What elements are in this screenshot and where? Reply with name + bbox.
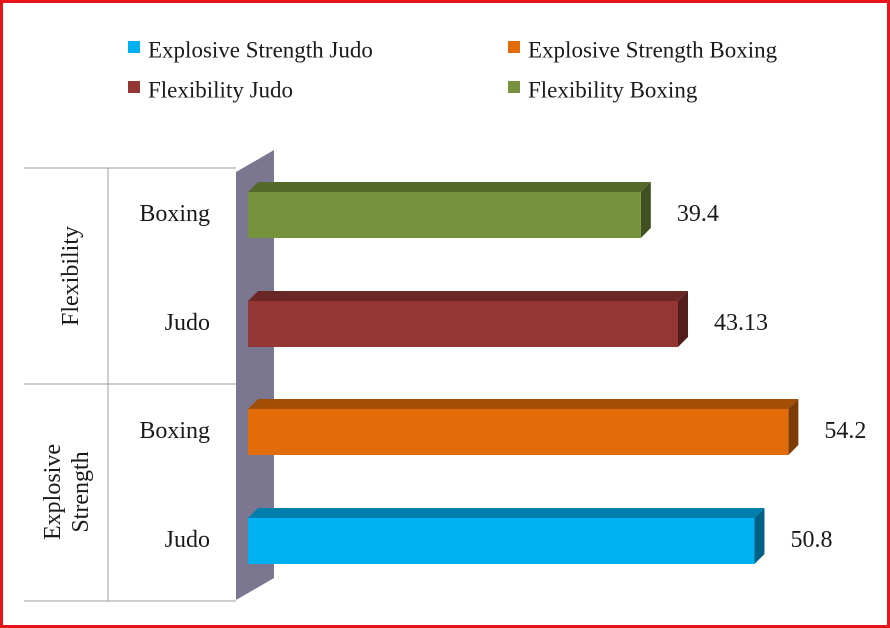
data-label: 43.13 [714, 310, 768, 336]
legend-label: Explosive Strength Judo [148, 37, 373, 62]
category-label: Judo [165, 310, 210, 336]
category-label: Boxing [139, 201, 210, 227]
bar-top-face [248, 508, 765, 518]
category-label: Boxing [139, 418, 210, 444]
legend-label: Flexibility Judo [148, 77, 293, 102]
bar-side-face [640, 182, 651, 238]
bar-side-face [678, 291, 689, 347]
bar-top-face [248, 182, 651, 192]
legend-swatch [128, 41, 140, 53]
data-label: 50.8 [790, 527, 832, 553]
bar [248, 301, 679, 347]
data-label: 54.2 [824, 418, 866, 444]
group-label: Flexibility [58, 226, 84, 326]
legend-label: Flexibility Boxing [528, 77, 698, 102]
bar [248, 409, 789, 455]
legend-swatch [128, 81, 140, 93]
legend-swatch [508, 81, 520, 93]
bar-top-face [248, 399, 799, 409]
bar-top-face [248, 291, 689, 301]
data-label: 39.4 [677, 201, 719, 227]
group-label: ExplosiveStrength [40, 444, 94, 540]
axis-wall [236, 150, 274, 600]
legend-label: Explosive Strength Boxing [528, 37, 778, 62]
bar-side-face [754, 508, 765, 564]
bar-side-face [788, 399, 799, 455]
bar [248, 192, 641, 238]
category-label: Judo [165, 527, 210, 553]
legend-swatch [508, 41, 520, 53]
bar [248, 518, 755, 564]
